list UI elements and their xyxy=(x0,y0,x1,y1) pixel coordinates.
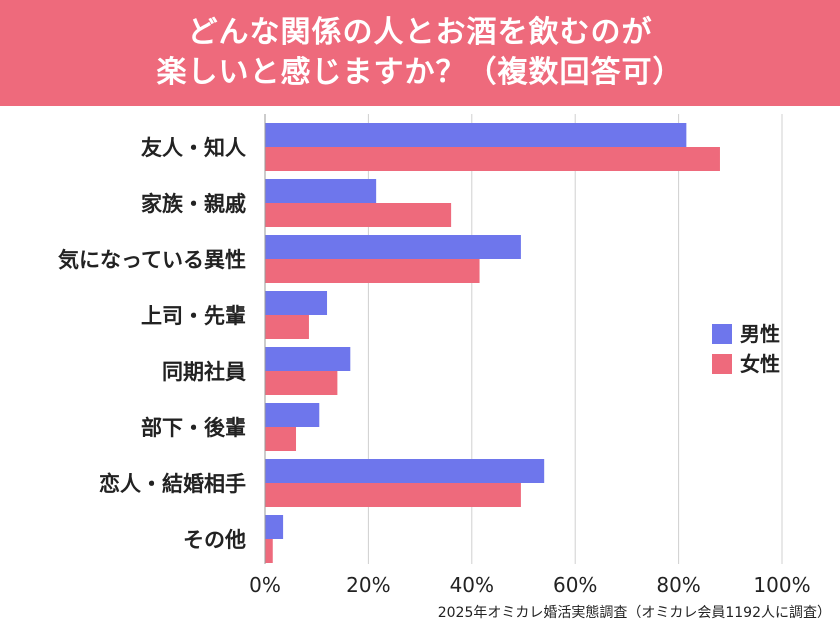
bar-male-3 xyxy=(265,291,328,315)
bar-female-4 xyxy=(265,371,338,395)
bar-male-0 xyxy=(265,123,687,147)
category-label-6: 恋人・結婚相手 xyxy=(99,472,246,496)
x-tick-label-80: 80% xyxy=(656,573,700,597)
legend-swatch-female xyxy=(712,354,732,374)
legend-swatch-male xyxy=(712,324,732,344)
bar-female-1 xyxy=(265,203,452,227)
category-label-1: 家族・親戚 xyxy=(141,192,246,216)
x-tick-label-40: 40% xyxy=(450,573,494,597)
bar-male-7 xyxy=(265,515,284,539)
bar-male-2 xyxy=(265,235,521,259)
category-label-2: 気になっている異性 xyxy=(58,248,246,272)
legend-label-female: 女性 xyxy=(740,352,780,376)
category-labels: 友人・知人家族・親戚気になっている異性上司・先輩同期社員部下・後輩恋人・結婚相手… xyxy=(58,136,246,552)
category-label-4: 同期社員 xyxy=(162,360,246,384)
x-tick-label-20: 20% xyxy=(346,573,390,597)
bar-female-7 xyxy=(265,539,273,563)
x-tick-label-60: 60% xyxy=(553,573,597,597)
bar-male-4 xyxy=(265,347,351,371)
category-label-7: その他 xyxy=(183,528,246,552)
bar-female-5 xyxy=(265,427,297,451)
chart-title-line-2: 楽しいと感じますか？（複数回答可） xyxy=(156,55,684,90)
bar-male-6 xyxy=(265,459,545,483)
bar-female-2 xyxy=(265,259,480,283)
bar-chart: 友人・知人家族・親戚気になっている異性上司・先輩同期社員部下・後輩恋人・結婚相手… xyxy=(58,114,831,621)
chart-title: どんな関係の人とお酒を飲むのが 楽しいと感じますか？（複数回答可） xyxy=(0,0,840,106)
category-label-5: 部下・後輩 xyxy=(141,416,246,440)
x-tick-label-100: 100% xyxy=(753,573,810,597)
bars xyxy=(265,123,720,563)
source-note: 2025年オミカレ婚活実態調査（オミカレ会員1192人に調査） xyxy=(438,605,831,621)
legend-label-male: 男性 xyxy=(740,322,780,346)
category-label-3: 上司・先輩 xyxy=(141,304,246,328)
bar-female-0 xyxy=(265,147,720,171)
bar-male-5 xyxy=(265,403,320,427)
chart-title-line-1: どんな関係の人とお酒を飲むのが xyxy=(187,15,653,50)
category-label-0: 友人・知人 xyxy=(141,136,246,160)
bar-male-1 xyxy=(265,179,377,203)
x-axis-ticks: 0% 20% 40% 60% 80% 100% xyxy=(249,573,810,597)
x-tick-label-0: 0% xyxy=(249,573,281,597)
bar-female-6 xyxy=(265,483,521,507)
bar-female-3 xyxy=(265,315,309,339)
